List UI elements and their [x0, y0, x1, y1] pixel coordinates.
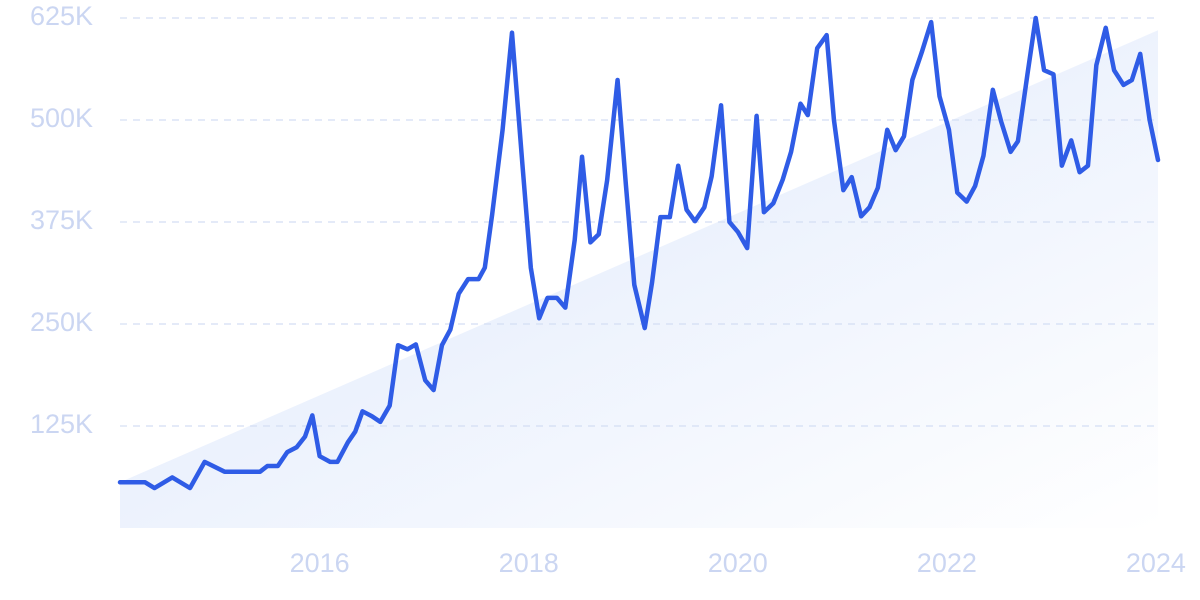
y-tick-label: 125K	[30, 409, 93, 439]
y-tick-label: 375K	[30, 205, 93, 235]
data-line	[117, 15, 1161, 491]
trend-area	[120, 30, 1158, 529]
y-tick-label: 500K	[30, 103, 93, 133]
x-tick-label: 2022	[917, 548, 977, 578]
x-tick-label: 2024	[1126, 548, 1186, 578]
y-tick-label: 625K	[30, 1, 93, 31]
x-tick-label: 2016	[290, 548, 350, 578]
x-tick-label: 2018	[499, 548, 559, 578]
y-tick-label: 250K	[30, 307, 93, 337]
x-tick-label: 2020	[708, 548, 768, 578]
